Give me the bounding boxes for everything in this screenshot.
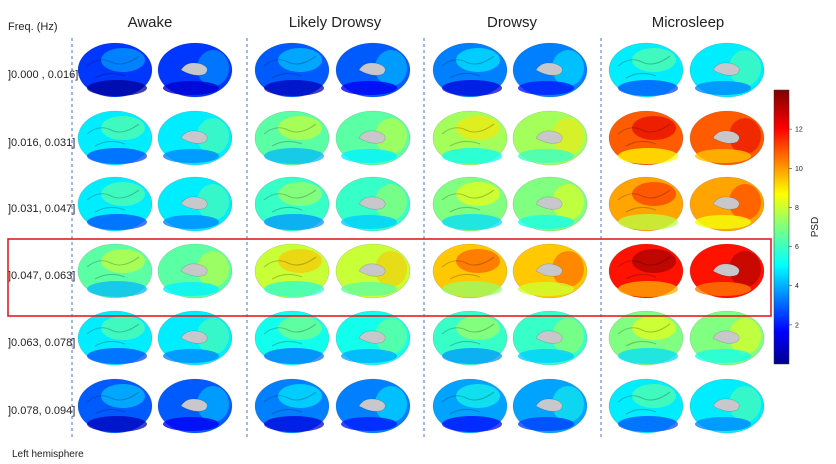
colorbar-tick-label: 4 xyxy=(795,283,799,290)
brain-lateral-view xyxy=(254,378,330,434)
brain-lateral-view xyxy=(77,176,153,232)
colorbar-tick-label: 12 xyxy=(795,127,803,134)
brain-grid xyxy=(77,42,765,434)
brain-medial-view xyxy=(335,42,411,98)
brain-lateral-view xyxy=(77,310,153,366)
brain-lateral-view xyxy=(77,42,153,98)
band-label: ]0.047, 0.063] xyxy=(8,270,75,282)
brain-medial-view xyxy=(689,378,765,434)
brain-medial-view xyxy=(335,378,411,434)
colorbar-tick-label: 2 xyxy=(795,322,799,329)
brain-lateral-view xyxy=(254,176,330,232)
brain-medial-view xyxy=(157,176,233,232)
brain-medial-view xyxy=(689,110,765,166)
brain-lateral-view xyxy=(432,42,508,98)
band-label: ]0.031, 0.047] xyxy=(8,203,75,215)
brain-lateral-view xyxy=(608,176,684,232)
brain-lateral-view xyxy=(608,378,684,434)
colorbar-gradient xyxy=(773,89,790,365)
band-label: ]0.000 , 0.016] xyxy=(8,69,78,81)
brain-lateral-view xyxy=(432,176,508,232)
brain-lateral-view xyxy=(432,243,508,299)
brain-lateral-view xyxy=(608,42,684,98)
brain-lateral-view xyxy=(254,243,330,299)
condition-title-awake: Awake xyxy=(128,14,173,31)
colorbar-label: PSD xyxy=(810,217,821,238)
brain-medial-view xyxy=(512,176,588,232)
brain-medial-view xyxy=(689,310,765,366)
brain-medial-view xyxy=(689,176,765,232)
brain-medial-view xyxy=(689,243,765,299)
brain-medial-view xyxy=(157,42,233,98)
brain-lateral-view xyxy=(77,110,153,166)
band-label: ]0.078, 0.094] xyxy=(8,405,75,417)
brain-lateral-view xyxy=(254,110,330,166)
frequency-header: Freq. (Hz) xyxy=(8,21,58,33)
brain-medial-view xyxy=(335,243,411,299)
brain-medial-view xyxy=(512,42,588,98)
brain-lateral-view xyxy=(432,110,508,166)
brain-medial-view xyxy=(512,310,588,366)
band-label: ]0.016, 0.031] xyxy=(8,137,75,149)
brain-medial-view xyxy=(512,378,588,434)
hemisphere-footer: Left hemisphere xyxy=(12,449,84,460)
brain-medial-view xyxy=(512,243,588,299)
brain-medial-view xyxy=(157,243,233,299)
brain-lateral-view xyxy=(254,42,330,98)
brain-lateral-view xyxy=(254,310,330,366)
brain-medial-view xyxy=(335,310,411,366)
brain-medial-view xyxy=(335,176,411,232)
brain-lateral-view xyxy=(432,378,508,434)
brain-medial-view xyxy=(157,378,233,434)
brain-lateral-view xyxy=(608,310,684,366)
brain-medial-view xyxy=(512,110,588,166)
condition-title-microsleep: Microsleep xyxy=(652,14,725,31)
brain-medial-view xyxy=(157,110,233,166)
brain-lateral-view xyxy=(77,378,153,434)
colorbar-tick-label: 10 xyxy=(795,166,803,173)
condition-title-drowsy: Drowsy xyxy=(487,14,538,31)
brain-lateral-view xyxy=(608,243,684,299)
band-label: ]0.063, 0.078] xyxy=(8,337,75,349)
colorbar-tick-label: 6 xyxy=(795,244,799,251)
brain-lateral-view xyxy=(77,243,153,299)
brain-lateral-view xyxy=(608,110,684,166)
brain-lateral-view xyxy=(432,310,508,366)
brain-medial-view xyxy=(335,110,411,166)
condition-title-likely-drowsy: Likely Drowsy xyxy=(289,14,382,31)
colorbar: 2 4 6 8 10 12 PSD xyxy=(773,89,821,365)
brain-medial-view xyxy=(157,310,233,366)
brain-medial-view xyxy=(689,42,765,98)
highlight-box xyxy=(7,238,772,317)
colorbar-tick-label: 8 xyxy=(795,205,799,212)
